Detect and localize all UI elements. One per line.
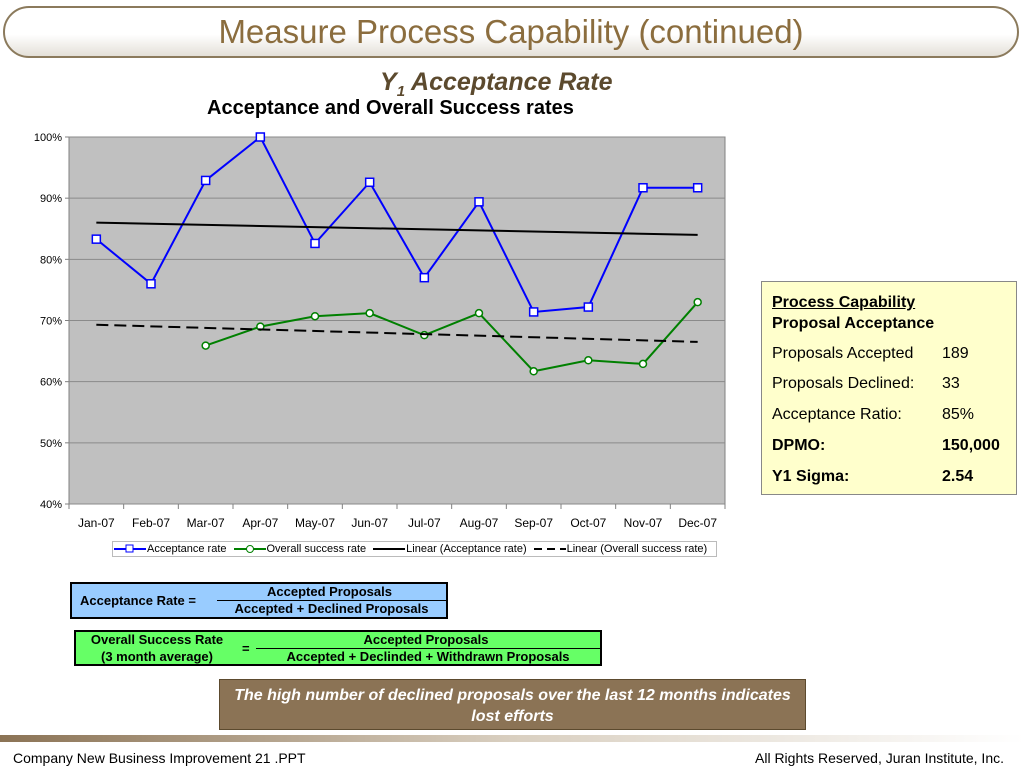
data-point-acceptance bbox=[310, 238, 320, 249]
legend-item: Linear (Overall success rate) bbox=[533, 543, 708, 555]
series-line-0 bbox=[95, 135, 698, 313]
info-value: 150,000 bbox=[942, 437, 1000, 454]
info-heading: Process Capability Proposal Acceptance bbox=[772, 292, 934, 334]
x-tick-label: Jan-07 bbox=[78, 516, 115, 530]
y-tick-label: 50% bbox=[40, 438, 62, 450]
legend-label: Overall success rate bbox=[266, 543, 367, 555]
y-tick-label: 40% bbox=[40, 499, 62, 511]
slide-title-banner: Measure Process Capability (continued) bbox=[3, 6, 1019, 58]
legend-label: Acceptance rate bbox=[147, 543, 227, 555]
series-line-1 bbox=[205, 301, 699, 373]
info-heading-subtitle: Proposal Acceptance bbox=[772, 315, 935, 332]
subtitle-y: Y bbox=[380, 68, 397, 96]
info-row-accepted: Proposals Accepted 189 bbox=[772, 345, 1012, 363]
formula-numerator: Accepted Proposals bbox=[363, 632, 489, 647]
info-label: DPMO: bbox=[772, 437, 826, 454]
series-line-2 bbox=[96, 221, 698, 236]
legend-label: Linear (Acceptance rate) bbox=[406, 543, 527, 555]
overall-success-formula: Overall Success Rate (3 month average) =… bbox=[74, 630, 602, 666]
formula-denominator: Accepted + Declinded + Withdrawn Proposa… bbox=[286, 649, 570, 664]
acceptance-rate-formula: Acceptance Rate = Accepted Proposals Acc… bbox=[70, 582, 448, 619]
data-point-overall bbox=[365, 308, 374, 318]
y-tick-label: 70% bbox=[40, 316, 62, 328]
legend-item: Linear (Acceptance rate) bbox=[372, 543, 527, 555]
data-point-acceptance bbox=[146, 279, 156, 289]
data-point-overall bbox=[529, 367, 538, 376]
formula-equals: = bbox=[242, 641, 250, 656]
x-tick-label: Jul-07 bbox=[408, 516, 441, 530]
slide-title: Measure Process Capability (continued) bbox=[218, 13, 804, 50]
chart-legend: Acceptance rate Overall success rate Linea… bbox=[112, 541, 717, 557]
formula-denominator: Accepted + Declined Proposals bbox=[234, 601, 429, 616]
data-point-overall bbox=[584, 356, 593, 365]
legend-swatch bbox=[373, 548, 406, 550]
data-point-overall bbox=[310, 311, 320, 321]
x-tick-label: Dec-07 bbox=[678, 516, 717, 530]
chart-title: Acceptance and Overall Success rates bbox=[207, 97, 574, 119]
fraction-bar bbox=[217, 600, 446, 601]
process-capability-box: Process Capability Proposal Acceptance P… bbox=[761, 281, 1017, 495]
conclusion-callout: The high number of declined proposals ov… bbox=[219, 679, 806, 730]
info-label: Y1 Sigma: bbox=[772, 468, 850, 485]
y-tick-label: 80% bbox=[40, 254, 62, 266]
data-point-overall bbox=[693, 297, 702, 307]
info-value: 189 bbox=[942, 345, 969, 362]
legend-item: Acceptance rate bbox=[113, 543, 227, 555]
footer-copyright: All Rights Reserved, Juran Institute, In… bbox=[755, 750, 1004, 766]
data-point-acceptance bbox=[583, 302, 594, 312]
info-row-dpmo: DPMO: 150,000 bbox=[772, 437, 1012, 455]
x-tick-label: Feb-07 bbox=[132, 516, 170, 530]
data-point-acceptance bbox=[91, 234, 102, 244]
x-tick-label: Nov-07 bbox=[624, 516, 663, 530]
info-value: 2.54 bbox=[942, 468, 974, 485]
legend-swatch bbox=[533, 548, 566, 550]
footer-filename: Company New Business Improvement 21 .PPT bbox=[13, 750, 306, 766]
x-tick-label: Sep-07 bbox=[514, 516, 553, 530]
formula-label: Overall Success Rate bbox=[90, 632, 224, 647]
formula-label-note: (3 month average) bbox=[101, 649, 213, 664]
info-row-ratio: Acceptance Ratio: 85% bbox=[772, 406, 1012, 424]
legend-swatch bbox=[114, 544, 146, 553]
data-point-overall bbox=[201, 341, 210, 350]
x-tick-label: Jun-07 bbox=[351, 516, 388, 530]
formula-label: Acceptance Rate = bbox=[80, 593, 196, 608]
data-point-acceptance bbox=[474, 197, 484, 207]
data-point-acceptance bbox=[200, 175, 211, 186]
data-point-overall bbox=[638, 359, 648, 369]
data-point-acceptance bbox=[638, 183, 648, 193]
legend-label: Linear (Overall success rate) bbox=[566, 543, 708, 555]
info-heading-title: Process Capability bbox=[772, 294, 916, 311]
y-tick-label: 60% bbox=[40, 377, 62, 389]
subtitle-rest: Acceptance Rate bbox=[405, 68, 613, 96]
formula-numerator: Accepted Proposals bbox=[267, 584, 392, 599]
y-tick-label: 100% bbox=[34, 132, 62, 144]
fraction-bar bbox=[256, 648, 600, 649]
slide-subtitle: Y1 Acceptance Rate bbox=[380, 68, 613, 100]
footer-divider bbox=[0, 735, 1024, 742]
info-value: 85% bbox=[942, 406, 975, 423]
x-tick-label: Apr-07 bbox=[242, 516, 278, 530]
subtitle-subscript: 1 bbox=[396, 83, 406, 100]
x-tick-label: Oct-07 bbox=[570, 516, 606, 530]
data-point-acceptance bbox=[692, 183, 703, 193]
info-label: Acceptance Ratio: bbox=[772, 406, 902, 423]
data-point-acceptance bbox=[364, 177, 375, 188]
info-row-sigma: Y1 Sigma: 2.54 bbox=[772, 468, 1012, 486]
series-line-3 bbox=[96, 323, 698, 343]
info-label: Proposals Declined: bbox=[772, 375, 915, 392]
data-point-acceptance bbox=[419, 272, 430, 283]
x-tick-label: Mar-07 bbox=[187, 516, 225, 530]
data-point-acceptance bbox=[255, 132, 266, 142]
legend-swatch bbox=[233, 545, 266, 553]
info-label: Proposals Accepted bbox=[772, 345, 914, 362]
legend-item: Overall success rate bbox=[233, 543, 367, 555]
x-tick-label: May-07 bbox=[295, 516, 335, 530]
x-tick-label: Aug-07 bbox=[460, 516, 499, 530]
data-point-overall bbox=[474, 308, 484, 318]
y-tick-label: 90% bbox=[40, 193, 62, 205]
info-row-declined: Proposals Declined: 33 bbox=[772, 375, 1012, 393]
line-chart: 100% 90% 80% 70% 60% 50% 40% Jan-07 Feb-07 Mar-07… bbox=[34, 132, 726, 530]
data-point-acceptance bbox=[528, 307, 539, 317]
info-value: 33 bbox=[942, 375, 960, 392]
